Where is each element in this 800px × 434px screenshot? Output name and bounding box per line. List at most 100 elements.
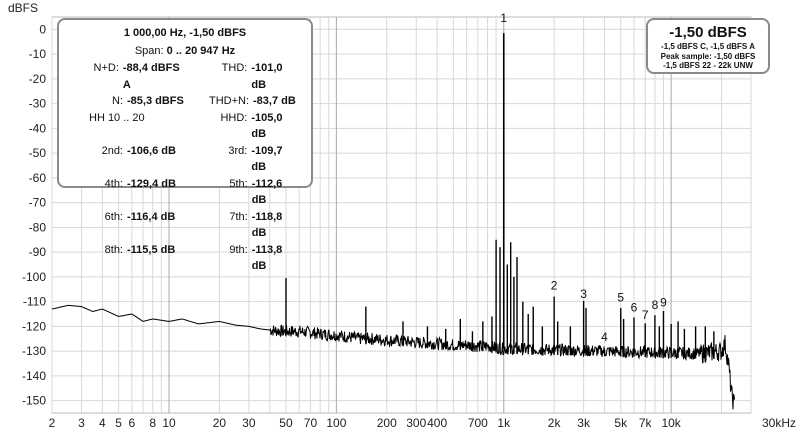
x-tick-label: 2k — [548, 416, 562, 430]
y-tick-label: -110 — [23, 295, 46, 309]
harmonic-label: 4 — [601, 330, 608, 344]
x-tick-label: 50 — [279, 416, 293, 430]
measurement-row: N+D: -88,4 dBFS A THD: -101,0 dB — [71, 60, 299, 93]
level-detail-2: Peak sample: -1,50 dBFS — [660, 51, 756, 61]
y-tick-label: -20 — [29, 72, 47, 86]
measurement-label: N+D: — [93, 62, 119, 74]
x-tick-label: 70 — [304, 416, 318, 430]
span-label: Span: — [134, 45, 164, 57]
y-tick-label: -40 — [29, 121, 47, 135]
x-tick-label: 400 — [427, 416, 447, 430]
y-tick-label: -80 — [29, 220, 47, 234]
harmonic-label: 9 — [660, 296, 667, 310]
measurement-value: -101,0 dB — [251, 62, 283, 91]
measurement-row: 8th: -115,5 dB 9th: -113,8 dB — [71, 242, 299, 275]
y-tick-label: -60 — [29, 171, 47, 185]
measurement-label: HHD: — [220, 111, 248, 124]
measurement-row: 4th: -129,4 dB 5th: -112,6 dB — [71, 176, 299, 209]
measurement-label: 2nd: — [101, 144, 123, 157]
x-tick-label: 10k — [661, 416, 681, 430]
measurement-cell: N: -85,3 dBFS — [71, 93, 185, 110]
measurement-cell: THD: -101,0 dB — [185, 60, 299, 93]
measurement-cell: N+D: -88,4 dBFS A — [71, 60, 185, 93]
measurement-label: 8th: — [104, 243, 123, 256]
measurement-label: 9th: — [229, 243, 248, 256]
measurement-value: -116,4 dB — [127, 210, 176, 223]
x-tick-label: 5 — [115, 416, 122, 430]
measurement-value: -109,7 dB — [251, 144, 283, 174]
measurement-cell: 4th: -129,4 dB — [71, 176, 185, 209]
span-value: 0 .. 20 947 Hz — [166, 45, 236, 57]
measurement-label: N: — [112, 95, 123, 107]
x-tick-label: 200 — [377, 416, 397, 430]
x-tick-label: 3k — [577, 416, 591, 430]
y-tick-label: -130 — [22, 344, 46, 358]
level-detail-3: -1,5 dBFS 22 - 22k UNW — [663, 61, 753, 70]
y-tick-label: 0 — [39, 22, 46, 36]
harmonic-label: 6 — [631, 301, 638, 315]
y-tick-label: -150 — [22, 394, 46, 408]
measurement-label: 6th: — [104, 210, 123, 223]
y-axis-label: dBFS — [8, 1, 38, 15]
measurement-cell: 8th: -115,5 dB — [71, 242, 185, 275]
measurement-cell: 6th: -116,4 dB — [71, 209, 185, 242]
measurement-value: -129,4 dB — [127, 177, 176, 190]
y-tick-label: -70 — [29, 196, 47, 210]
measurement-value: -88,4 dBFS A — [122, 62, 180, 91]
measurement-label: THD+N: — [208, 95, 249, 107]
harmonic-label: 3 — [580, 287, 587, 301]
span-readout: Span: 0 .. 20 947 Hz — [71, 42, 299, 60]
measurement-value: -118,8 dB — [251, 210, 283, 240]
measurement-row: 6th: -116,4 dB 7th: -118,8 dB — [71, 209, 299, 242]
measurement-value: -112,6 dB — [251, 177, 283, 207]
y-tick-label: -30 — [29, 97, 47, 111]
harmonic-label: 1 — [500, 11, 507, 25]
x-tick-label: 7k — [639, 416, 653, 430]
measurement-label: 4th: — [104, 177, 123, 190]
measurement-rows: N+D: -88,4 dBFS A THD: -101,0 dB N: -85,3 dBF… — [71, 60, 299, 275]
x-tick-label: 5k — [614, 416, 628, 430]
measurement-value: -105,0 dB — [251, 111, 283, 141]
x-tick-label: 6 — [129, 416, 136, 430]
x-tick-label: 300 — [406, 416, 426, 430]
level-panel: -1,50 dBFS -1,5 dBFS C, -1,5 dBFS A Peak… — [646, 18, 770, 74]
harmonic-label: 8 — [652, 298, 659, 312]
level-detail-1: -1,5 dBFS C, -1,5 dBFS A — [661, 42, 755, 51]
x-tick-label: 2 — [49, 416, 56, 430]
measurement-row: N: -85,3 dBFS THD+N: -83,7 dB — [71, 93, 299, 110]
measurement-cell: THD+N: -83,7 dB — [185, 93, 299, 110]
measurement-value: -83,7 dB — [253, 95, 296, 107]
measurement-panel: 1 000,00 Hz, -1,50 dBFS Span: 0 .. 20 94… — [57, 18, 313, 272]
measurement-value: -85,3 dBFS — [127, 95, 184, 107]
measurement-value: -113,8 dB — [251, 243, 283, 273]
x-tick-label: 1k — [497, 416, 511, 430]
level-readout: -1,50 dBFS — [669, 24, 747, 41]
measurement-cell: 7th: -118,8 dB — [185, 209, 299, 242]
measurement-row: HH 10 .. 20 HHD: -105,0 dB — [71, 110, 299, 143]
measurement-label: HH 10 .. 20 — [89, 111, 145, 124]
y-tick-label: -100 — [22, 270, 46, 284]
x-tick-labels: 2 3 4 5 6 8 10 20 30 50 70 100 200 300 400 700 1k 2k 3k 5k 7… — [49, 416, 796, 430]
y-tick-label: -90 — [29, 245, 47, 259]
measurement-label: THD: — [221, 62, 248, 74]
x-tick-label: 8 — [149, 416, 156, 430]
harmonic-label: 5 — [617, 291, 624, 305]
measurement-value: -115,5 dB — [127, 243, 176, 256]
x-tick-label: 4 — [99, 416, 106, 430]
x-tick-label: 30kHz — [762, 416, 796, 430]
measurement-row: 2nd: -106,6 dB 3rd: -109,7 dB — [71, 143, 299, 176]
measurement-cell: 9th: -113,8 dB — [185, 242, 299, 275]
y-tick-labels: 0 -10 -20 -30 -40 -50 -60 -70 -80 -90 -100 -110 -120… — [22, 22, 46, 407]
measurement-label: 7th: — [229, 210, 248, 223]
y-tick-label: -10 — [29, 47, 47, 61]
x-tick-label: 20 — [213, 416, 227, 430]
measurement-value: -106,6 dB — [127, 144, 176, 157]
plot-area — [51, 33, 735, 410]
x-tick-label: 700 — [468, 416, 488, 430]
x-tick-label: 30 — [242, 416, 256, 430]
fundamental-readout: 1 000,00 Hz, -1,50 dBFS — [123, 27, 247, 39]
measurement-cell: HH 10 .. 20 — [71, 110, 185, 143]
x-tick-label: 10 — [162, 416, 176, 430]
